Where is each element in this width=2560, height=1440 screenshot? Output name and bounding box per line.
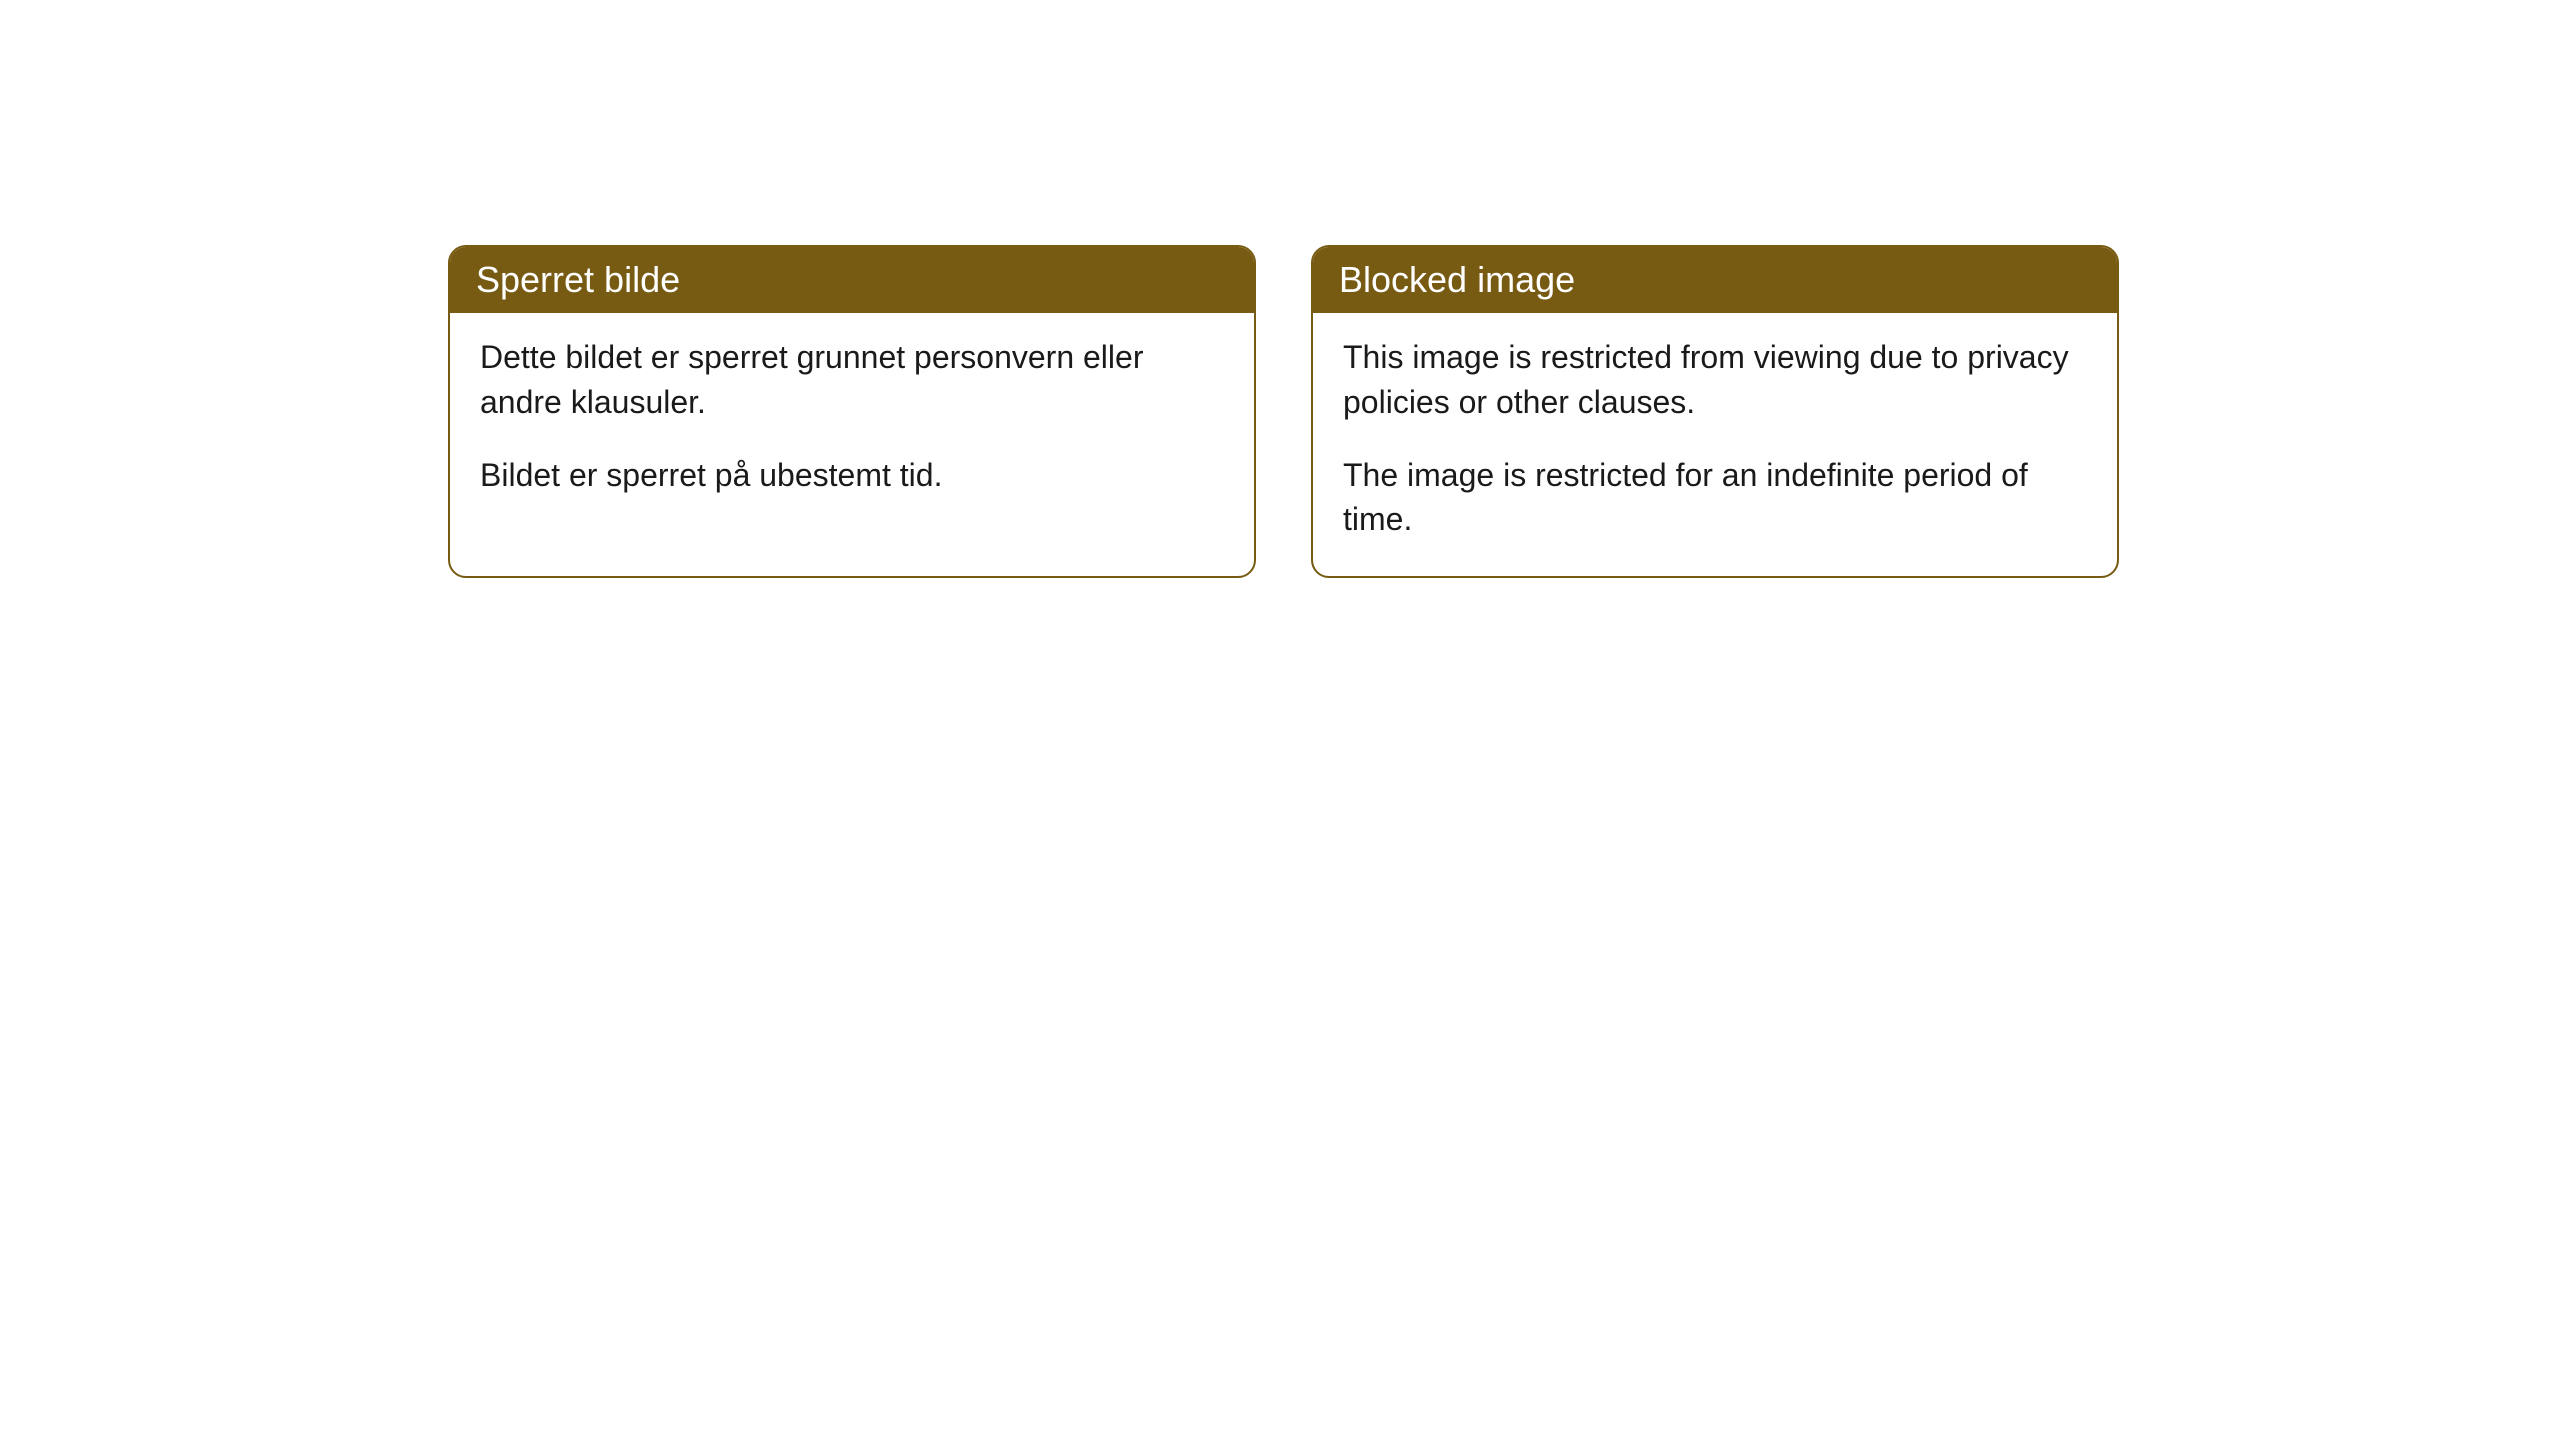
notice-header-norwegian: Sperret bilde — [450, 247, 1254, 313]
notice-header-english: Blocked image — [1313, 247, 2117, 313]
notice-title-english: Blocked image — [1339, 259, 1575, 300]
notice-title-norwegian: Sperret bilde — [476, 259, 680, 300]
notice-card-english: Blocked image This image is restricted f… — [1311, 245, 2119, 578]
notice-paragraph-2-english: The image is restricted for an indefinit… — [1343, 453, 2087, 543]
notice-paragraph-1-norwegian: Dette bildet er sperret grunnet personve… — [480, 335, 1224, 425]
notice-paragraph-1-english: This image is restricted from viewing du… — [1343, 335, 2087, 425]
notice-card-norwegian: Sperret bilde Dette bildet er sperret gr… — [448, 245, 1256, 578]
notice-paragraph-2-norwegian: Bildet er sperret på ubestemt tid. — [480, 453, 1224, 498]
notice-container: Sperret bilde Dette bildet er sperret gr… — [448, 245, 2119, 578]
notice-body-english: This image is restricted from viewing du… — [1313, 313, 2117, 576]
notice-body-norwegian: Dette bildet er sperret grunnet personve… — [450, 313, 1254, 531]
